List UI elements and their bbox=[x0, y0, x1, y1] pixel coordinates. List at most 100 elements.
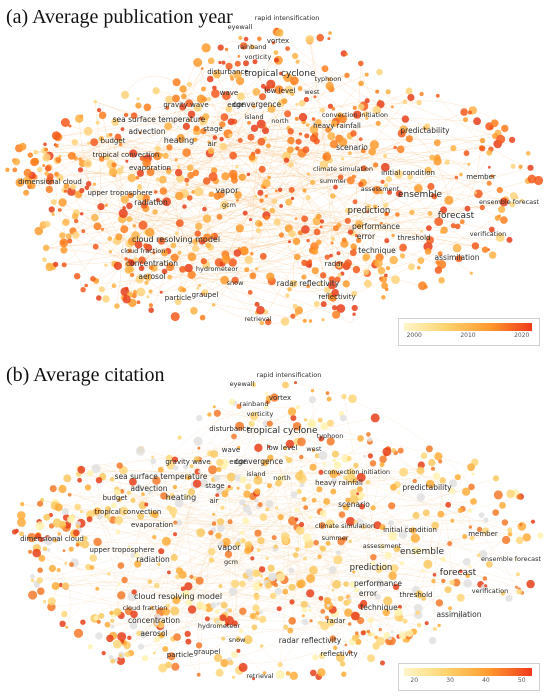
keyword-node bbox=[219, 121, 226, 128]
link bbox=[165, 469, 213, 612]
keyword-node bbox=[294, 507, 300, 513]
keyword-node bbox=[306, 574, 316, 583]
keyword-node bbox=[135, 484, 143, 492]
keyword-node bbox=[395, 212, 400, 217]
link bbox=[245, 39, 291, 150]
keyword-node bbox=[259, 320, 265, 326]
keyword-node bbox=[352, 570, 356, 574]
keyword-node bbox=[173, 633, 181, 641]
link bbox=[266, 217, 476, 247]
keyword-node bbox=[252, 677, 256, 681]
keyword-node bbox=[408, 263, 415, 271]
keyword-node bbox=[405, 135, 413, 143]
keyword-node bbox=[388, 502, 396, 510]
keyword-label: island bbox=[246, 470, 265, 478]
keyword-node bbox=[341, 671, 347, 677]
keyword-node bbox=[61, 507, 69, 516]
keyword-node bbox=[271, 41, 276, 45]
keyword-node bbox=[110, 624, 115, 629]
keyword-node bbox=[289, 599, 295, 605]
keyword-node bbox=[510, 192, 518, 200]
keyword-label: ensemble bbox=[400, 547, 444, 557]
keyword-node bbox=[81, 229, 86, 234]
keyword-node bbox=[342, 280, 350, 288]
keyword-node bbox=[20, 502, 25, 507]
keyword-node bbox=[338, 137, 348, 147]
keyword-node bbox=[12, 167, 18, 173]
keyword-node bbox=[37, 167, 43, 173]
keyword-node bbox=[341, 237, 347, 243]
keyword-node bbox=[119, 653, 123, 657]
keyword-node bbox=[340, 157, 345, 161]
keyword-node bbox=[55, 157, 62, 163]
keyword-node bbox=[373, 204, 378, 210]
keyword-label: heavy rainfall bbox=[313, 122, 361, 130]
keyword-node bbox=[335, 653, 345, 662]
keyword-node bbox=[419, 91, 424, 97]
keyword-node bbox=[135, 446, 145, 456]
keyword-node bbox=[192, 169, 200, 177]
keyword-node bbox=[401, 115, 410, 123]
keyword-node bbox=[356, 472, 366, 482]
keyword-node bbox=[447, 541, 453, 547]
keyword-node bbox=[306, 238, 310, 243]
legend-tick: 2020 bbox=[514, 332, 530, 339]
keyword-node bbox=[45, 176, 54, 185]
keyword-node bbox=[313, 138, 320, 145]
link bbox=[276, 31, 491, 150]
link bbox=[81, 56, 239, 191]
keyword-node bbox=[353, 110, 362, 119]
keyword-node bbox=[537, 532, 544, 539]
keyword-node bbox=[231, 675, 236, 679]
keyword-label: vapor bbox=[218, 543, 242, 552]
keyword-node bbox=[148, 303, 153, 308]
keyword-node bbox=[201, 43, 211, 53]
panel-title-a: (a) Average publication year bbox=[6, 6, 233, 28]
keyword-node bbox=[471, 472, 475, 476]
link bbox=[34, 123, 203, 178]
keyword-node bbox=[328, 276, 336, 283]
keyword-node bbox=[394, 608, 403, 617]
keyword-node bbox=[508, 136, 516, 143]
keyword-node bbox=[44, 171, 49, 176]
keyword-node bbox=[473, 191, 477, 195]
keyword-node bbox=[482, 576, 488, 581]
keyword-node bbox=[346, 598, 352, 604]
keyword-label: dimensional cloud bbox=[18, 178, 82, 186]
keyword-label: prediction bbox=[348, 206, 391, 216]
keyword-node bbox=[236, 92, 245, 101]
keyword-node bbox=[383, 183, 389, 188]
legend-tick: 2010 bbox=[460, 332, 476, 339]
keyword-node bbox=[200, 128, 207, 135]
keyword-node bbox=[295, 547, 300, 552]
keyword-node bbox=[152, 209, 158, 215]
keyword-node bbox=[109, 610, 114, 615]
keyword-node bbox=[75, 543, 80, 547]
keyword-node bbox=[432, 573, 437, 577]
keyword-node bbox=[493, 490, 503, 500]
keyword-node bbox=[222, 537, 231, 547]
keyword-node bbox=[273, 582, 278, 588]
keyword-node bbox=[320, 621, 330, 631]
keyword-node bbox=[44, 147, 48, 152]
keyword-node bbox=[240, 530, 245, 535]
keyword-node bbox=[313, 95, 317, 99]
keyword-node bbox=[193, 436, 203, 446]
keyword-node bbox=[114, 133, 122, 141]
keyword-node bbox=[409, 209, 415, 215]
panel-average-citation: rapid intensification eyewall vortex rainba… bbox=[0, 350, 550, 699]
link bbox=[437, 95, 531, 168]
keyword-label: predictability bbox=[400, 126, 450, 135]
keyword-node bbox=[344, 52, 348, 56]
keyword-node bbox=[292, 422, 302, 431]
keyword-node bbox=[337, 273, 342, 278]
keyword-node bbox=[112, 639, 122, 649]
link bbox=[107, 556, 320, 625]
link bbox=[55, 585, 435, 630]
keyword-node bbox=[267, 445, 271, 448]
keyword-node bbox=[174, 158, 178, 162]
link bbox=[112, 461, 154, 627]
keyword-node bbox=[317, 417, 323, 423]
link bbox=[318, 167, 531, 243]
keyword-node bbox=[214, 609, 220, 614]
